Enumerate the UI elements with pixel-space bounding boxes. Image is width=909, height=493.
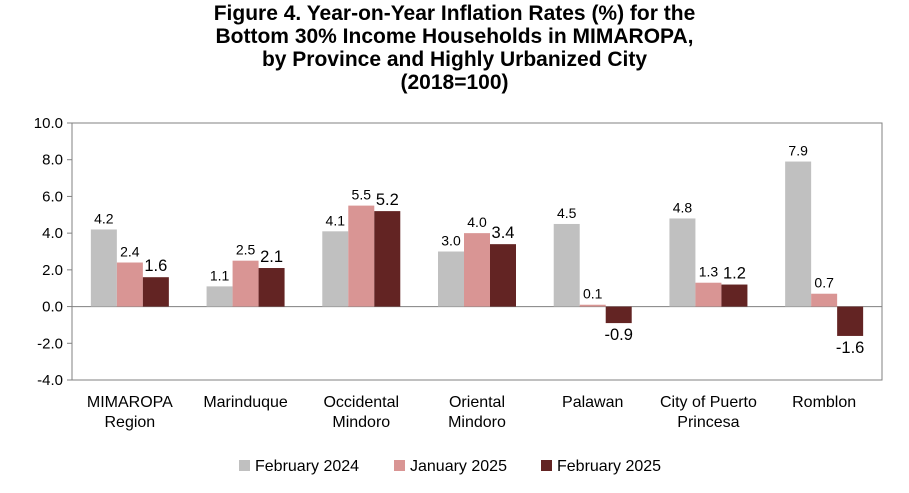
bar bbox=[721, 284, 748, 307]
data-label: -1.6 bbox=[836, 339, 864, 357]
data-label: 3.0 bbox=[441, 233, 461, 249]
bar bbox=[348, 205, 375, 307]
bar bbox=[322, 231, 349, 307]
data-label: 1.1 bbox=[210, 267, 230, 283]
bar bbox=[785, 161, 812, 307]
data-label: 2.5 bbox=[236, 242, 256, 258]
x-category-label: City of Puerto bbox=[660, 394, 757, 411]
x-category-label: Romblon bbox=[792, 394, 856, 411]
bar bbox=[811, 293, 838, 307]
x-category-label: Marinduque bbox=[203, 394, 288, 411]
data-label: 3.4 bbox=[492, 224, 515, 242]
legend-swatch bbox=[239, 460, 250, 471]
y-tick-label: 6.0 bbox=[42, 188, 63, 205]
x-category-label: Oriental bbox=[449, 394, 505, 411]
chart-title: Figure 4. Year-on-Year Inflation Rates (… bbox=[0, 2, 909, 94]
bar bbox=[605, 306, 632, 324]
bar bbox=[837, 306, 864, 336]
bar bbox=[206, 286, 233, 307]
x-category-label: Region bbox=[105, 414, 156, 431]
chart-title-line-3: by Province and Highly Urbanized City bbox=[261, 48, 648, 71]
bar bbox=[579, 304, 606, 307]
x-category-label: Occidental bbox=[323, 394, 399, 411]
y-tick-label: -4.0 bbox=[37, 372, 63, 389]
bar bbox=[669, 218, 696, 307]
legend-label: January 2025 bbox=[410, 458, 507, 475]
bar bbox=[374, 211, 401, 307]
legend-label: February 2024 bbox=[255, 458, 359, 475]
y-tick-label: 2.0 bbox=[42, 262, 63, 279]
plot-area bbox=[71, 122, 883, 381]
legend-swatch bbox=[394, 460, 405, 471]
bar bbox=[142, 277, 169, 307]
bar bbox=[90, 229, 117, 307]
data-label: 2.4 bbox=[120, 244, 140, 260]
bar bbox=[116, 262, 143, 307]
data-label: 5.2 bbox=[376, 191, 399, 209]
data-label: 0.1 bbox=[583, 286, 603, 302]
bar bbox=[232, 260, 259, 307]
y-tick-label: 0.0 bbox=[42, 299, 63, 316]
bar bbox=[258, 268, 285, 307]
bar bbox=[553, 223, 580, 307]
data-label: 4.2 bbox=[94, 210, 114, 226]
data-label: 2.1 bbox=[260, 248, 283, 266]
x-category-label: Princesa bbox=[677, 414, 739, 431]
x-category-label: MIMAROPA bbox=[87, 394, 173, 411]
data-label: 4.1 bbox=[326, 212, 346, 228]
y-tick-label: 10.0 bbox=[34, 115, 63, 132]
chart-title-line-4: (2018=100) bbox=[400, 71, 509, 94]
data-label: 1.2 bbox=[723, 265, 746, 283]
data-label: 0.7 bbox=[814, 275, 834, 291]
y-tick-label: -2.0 bbox=[37, 335, 63, 352]
x-category-label: Palawan bbox=[562, 394, 623, 411]
x-category-label: Mindoro bbox=[332, 414, 390, 431]
chart-title-line-2: Bottom 30% Income Households in MIMAROPA… bbox=[215, 25, 694, 48]
data-label: 4.0 bbox=[467, 214, 487, 230]
data-label: 7.9 bbox=[788, 143, 808, 159]
bar bbox=[438, 251, 464, 307]
data-label: 1.3 bbox=[699, 264, 719, 280]
y-tick-label: 4.0 bbox=[42, 225, 63, 242]
legend-label: February 2025 bbox=[557, 458, 661, 475]
bar bbox=[464, 233, 490, 307]
data-label: 4.8 bbox=[673, 199, 693, 215]
data-label: 1.6 bbox=[144, 257, 167, 275]
data-label: -0.9 bbox=[604, 326, 632, 344]
chart-title-line-1: Figure 4. Year-on-Year Inflation Rates (… bbox=[213, 2, 696, 25]
legend-swatch bbox=[541, 460, 552, 471]
y-tick-label: 8.0 bbox=[42, 152, 63, 169]
x-category-label: Mindoro bbox=[448, 414, 506, 431]
data-label: 5.5 bbox=[352, 187, 372, 203]
bar bbox=[695, 282, 722, 307]
data-label: 4.5 bbox=[557, 205, 577, 221]
bar bbox=[490, 244, 516, 307]
